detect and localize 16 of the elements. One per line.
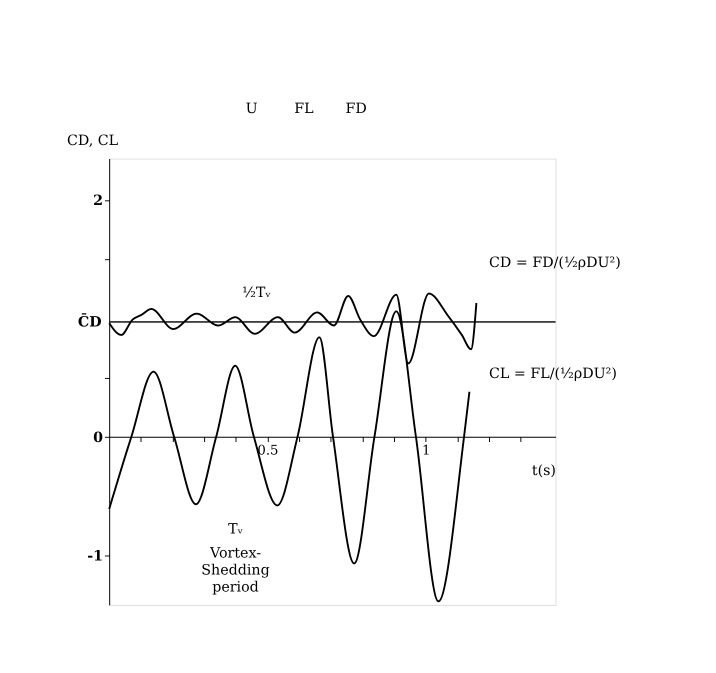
y-axis-title: CD, CL: [66, 132, 119, 149]
x-axis-title: t(s): [532, 463, 556, 480]
annotation: CD = FD/(½ρDU²): [489, 254, 621, 271]
ref-line-label: C̄D: [78, 313, 102, 331]
annotation: Tᵥ: [228, 522, 244, 538]
x-tick-label: 1: [422, 443, 430, 458]
annotation: CL = FL/(½ρDU²): [489, 366, 617, 382]
y-tick-label: 0: [93, 430, 104, 446]
x-tick-label: 0.5: [257, 443, 279, 458]
text: FD: [345, 100, 367, 117]
annotation: Vortex- Shedding period: [201, 545, 270, 596]
text: FL: [294, 100, 314, 117]
text: U: [246, 100, 258, 117]
y-tick-label: 2: [93, 193, 104, 210]
annotation: ½Tᵥ: [242, 285, 272, 302]
y-tick-label: -1: [87, 548, 104, 564]
